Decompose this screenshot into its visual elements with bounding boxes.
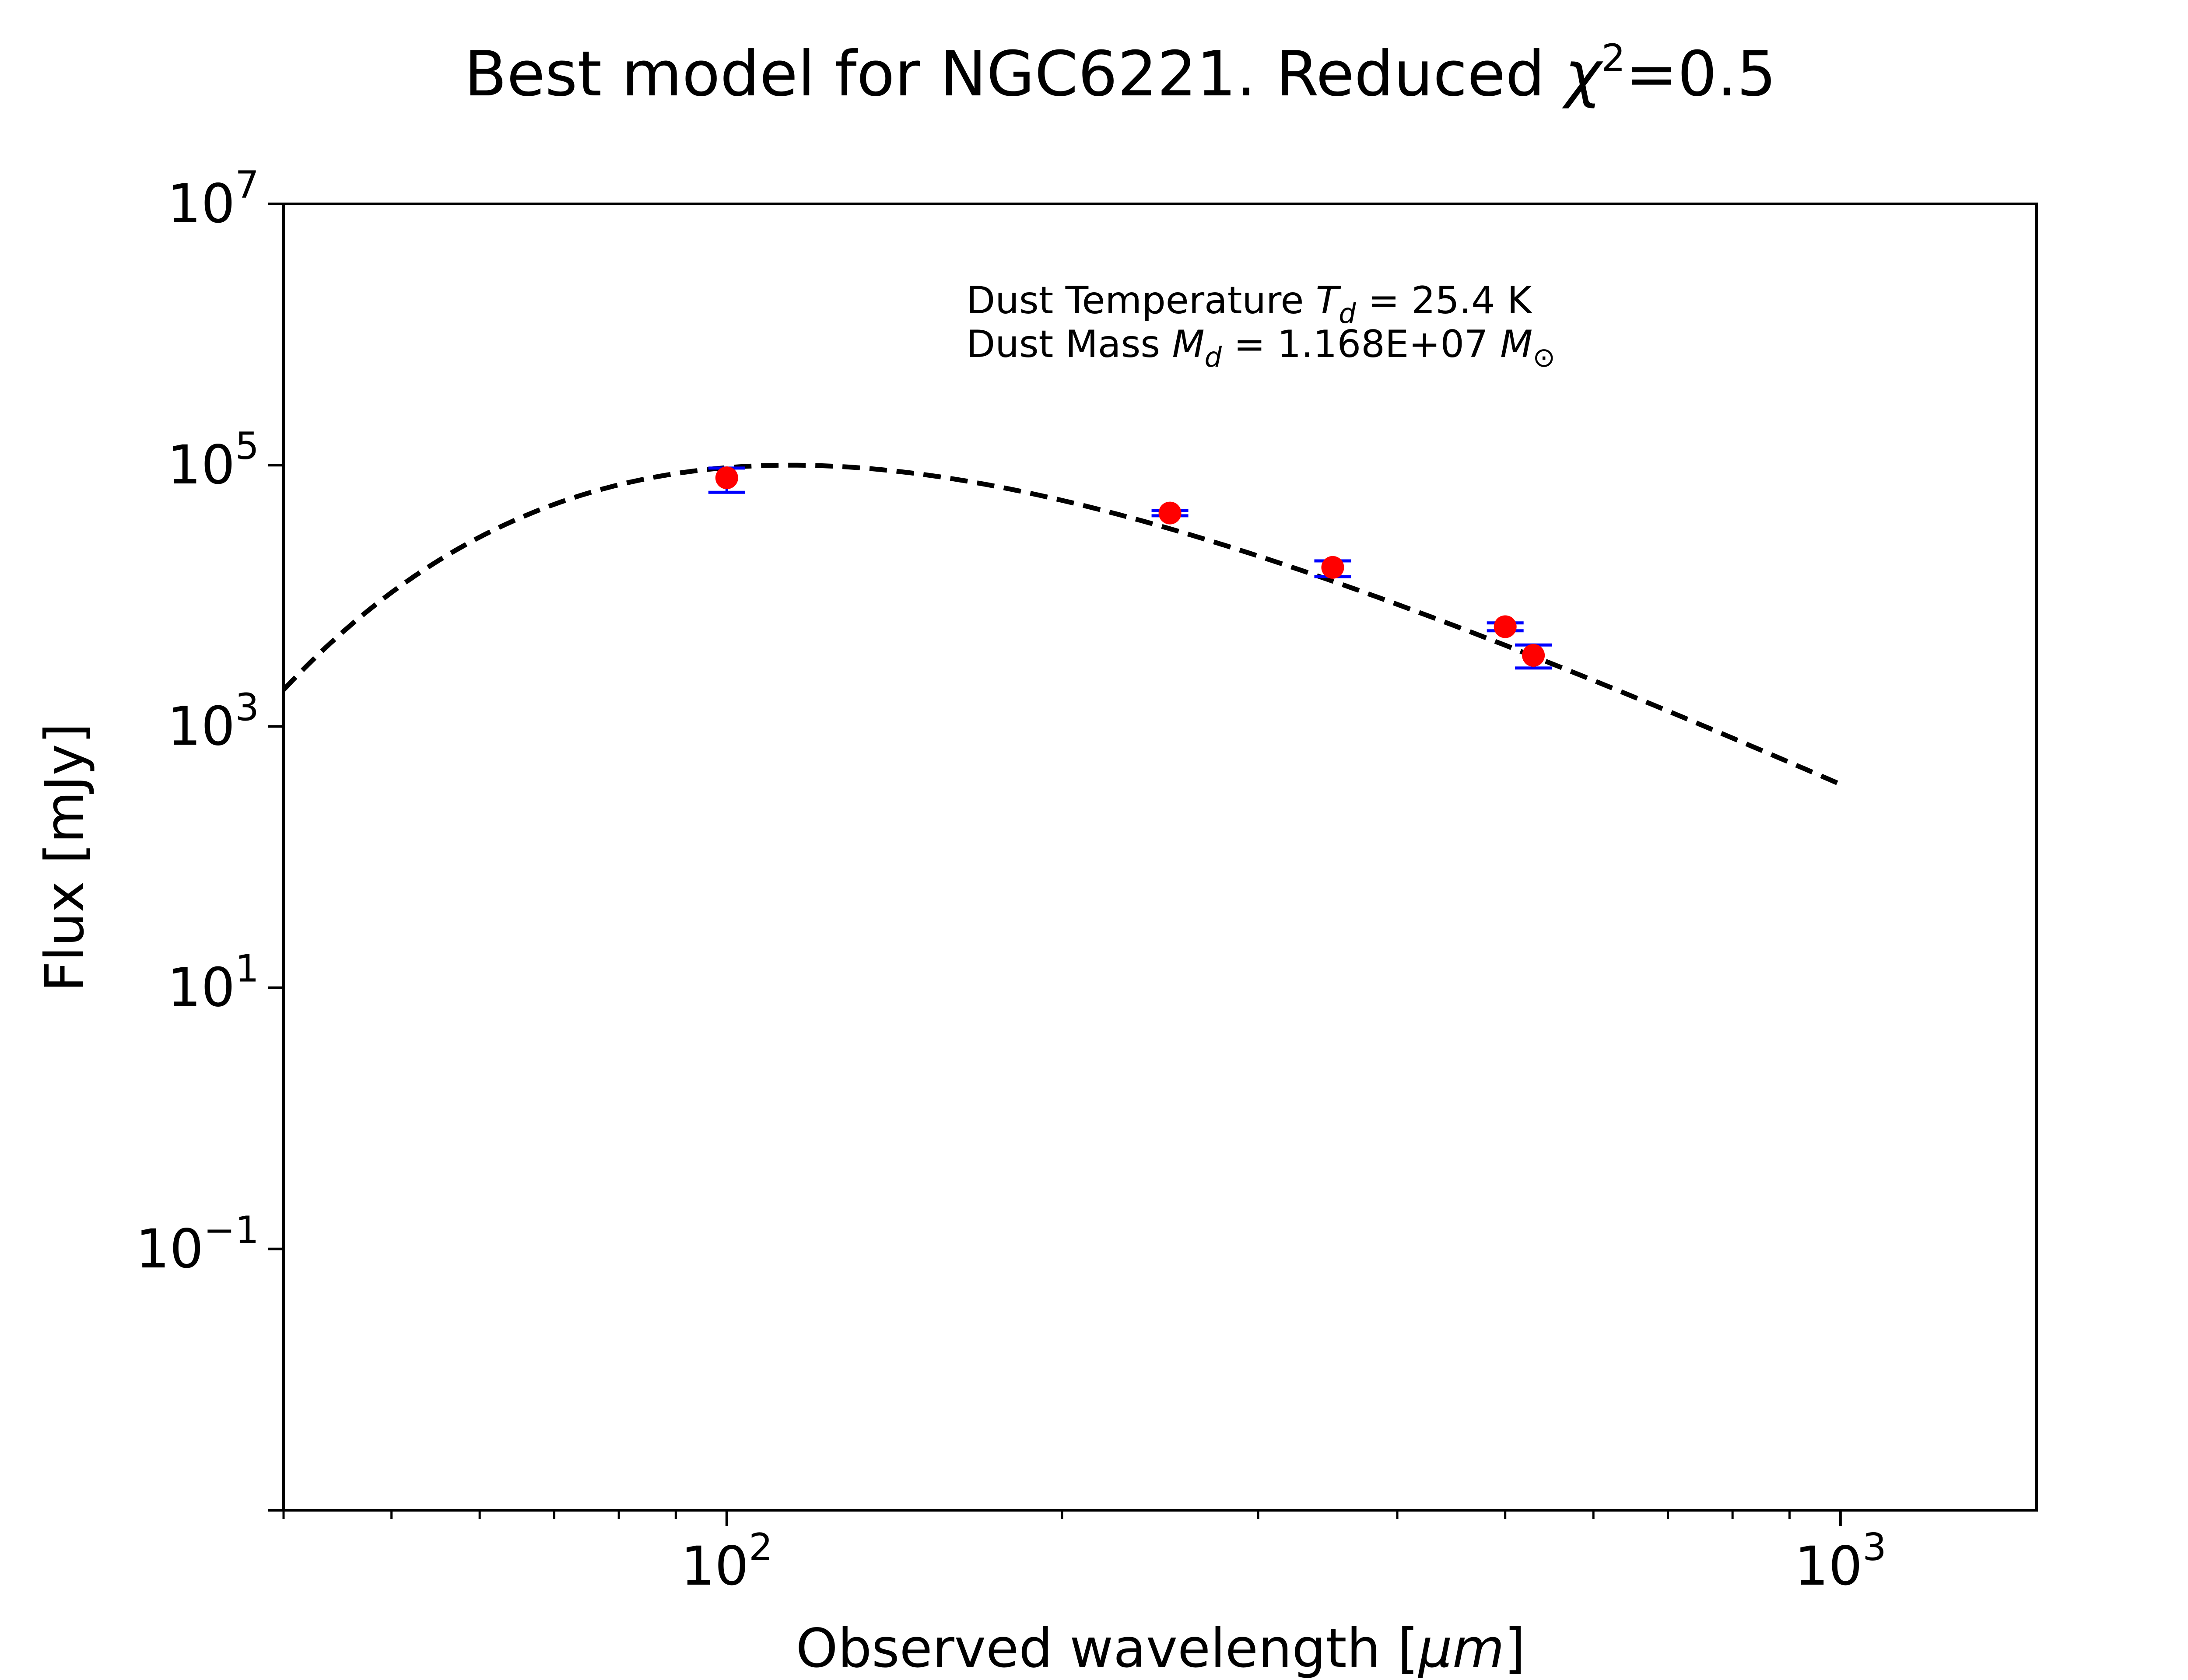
annotation-temperature: Dust Temperature Td = 25.4 K [966,279,1533,329]
error-bars [708,466,1552,670]
data-points [715,466,1545,667]
y-tick-label: 101 [167,947,259,1019]
y-axis-ticks: 10−1 101 103 105 107 [136,163,284,1512]
data-point-5 [1522,644,1545,667]
y-axis-label: Flux [mJy] [34,723,96,992]
x-axis-label: Observed wavelength [μm] [796,1617,1525,1680]
data-point-2 [1158,501,1182,525]
data-point-1 [715,466,738,490]
model-curve [281,462,1842,787]
y-tick-label: 103 [167,686,259,757]
data-point-3 [1321,556,1344,579]
y-tick-label: 105 [167,424,259,496]
y-tick-label: 10−1 [136,1208,259,1280]
x-tick-label: 103 [1795,1526,1886,1597]
chart-title: Best model for NGC6221. Reduced χ2=0.5 [464,36,1776,110]
y-tick-label: 107 [167,163,259,235]
x-tick-label: 102 [681,1526,773,1597]
x-axis-ticks: 102 103 [282,1510,1886,1597]
annotation-mass: Dust Mass Md = 1.168E+07 M⊙ [966,322,1555,373]
data-point-4 [1494,615,1517,638]
plot-area [282,203,2038,1512]
